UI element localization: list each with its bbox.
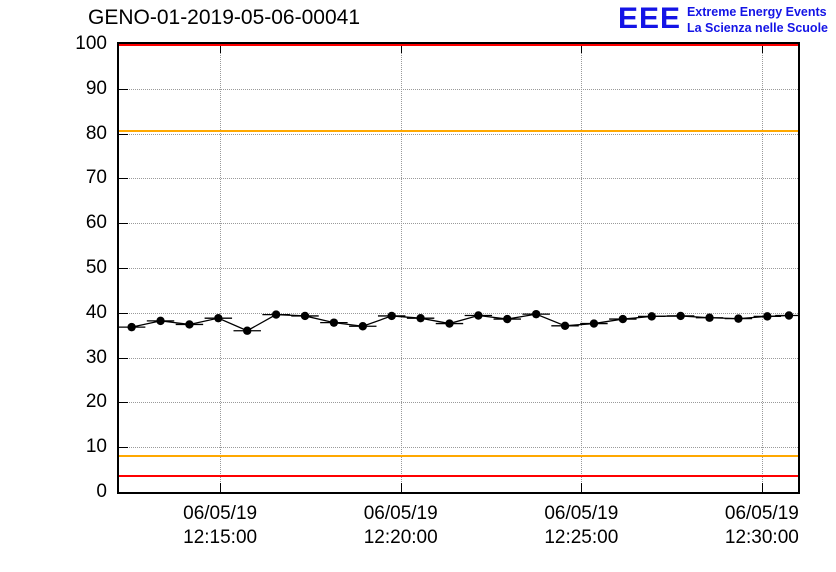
y-axis-tick xyxy=(119,357,128,359)
x-axis-tick-label-date: 06/05/19 xyxy=(724,503,799,524)
gridline-horizontal xyxy=(119,312,798,315)
data-point xyxy=(676,311,685,321)
page-title: GENO-01-2019-05-06-00041 xyxy=(88,6,360,29)
gridline-horizontal xyxy=(119,133,798,136)
x-axis-tick-top xyxy=(761,44,763,53)
data-point xyxy=(358,322,367,331)
gridline-horizontal xyxy=(119,178,798,180)
plot-area xyxy=(119,44,798,492)
y-axis-tick-label: 70 xyxy=(85,167,107,189)
data-point xyxy=(784,311,794,320)
data-point xyxy=(474,311,483,320)
x-axis-tick xyxy=(581,483,583,492)
data-point xyxy=(618,314,628,324)
x-axis-tick-top xyxy=(220,44,222,53)
y-axis-tick-label: 90 xyxy=(85,77,107,99)
data-point xyxy=(185,320,194,329)
x-axis-tick-label-date: 06/05/19 xyxy=(544,503,619,524)
gridline-vertical xyxy=(400,44,403,492)
plot-frame xyxy=(117,42,800,494)
eee-logo: EEE Extreme Energy Events La Scienza nel… xyxy=(618,4,828,36)
gridline-vertical xyxy=(220,44,222,492)
x-axis-tick-top xyxy=(400,44,402,53)
data-point xyxy=(156,316,165,326)
data-point xyxy=(560,321,570,330)
y-axis-tick-label: 30 xyxy=(85,346,107,368)
upper-orange-limit xyxy=(119,130,798,133)
y-axis-tick-label: 10 xyxy=(85,436,107,458)
data-point xyxy=(647,312,656,321)
y-axis-tick-label: 20 xyxy=(85,391,107,413)
gridline-horizontal xyxy=(119,88,798,91)
data-point xyxy=(589,319,599,328)
data-point xyxy=(503,314,512,324)
data-point xyxy=(531,309,541,319)
x-axis-tick xyxy=(220,483,222,492)
x-axis-tick-label-time: 12:30:00 xyxy=(724,527,799,548)
x-axis-tick-label-date: 06/05/19 xyxy=(363,503,438,524)
y-axis-tick-label: 80 xyxy=(85,122,107,144)
data-point xyxy=(300,311,310,321)
data-point xyxy=(705,313,714,322)
data-point xyxy=(416,313,425,323)
y-axis-tick xyxy=(119,88,128,90)
x-axis-tick-label-time: 12:20:00 xyxy=(363,527,438,548)
y-axis-tick-label: 60 xyxy=(85,212,107,234)
data-point xyxy=(734,314,743,323)
y-axis-tick-label: 100 xyxy=(75,33,107,54)
gridline-horizontal xyxy=(119,268,798,270)
y-axis-tick xyxy=(119,447,128,449)
x-axis-tick-label-date: 06/05/19 xyxy=(183,503,258,524)
y-axis-tick xyxy=(119,178,128,180)
y-axis-tick xyxy=(119,133,128,135)
gridline-vertical xyxy=(581,44,583,492)
gridline-horizontal xyxy=(119,357,798,360)
lower-red-limit xyxy=(119,475,798,478)
gridline-vertical xyxy=(761,44,764,492)
data-point xyxy=(387,311,396,321)
gridline-horizontal xyxy=(119,402,798,404)
eee-logo-line2: La Scienza nelle Scuole xyxy=(686,21,828,35)
x-axis-tick-label: 06/05/19 12:20:00 xyxy=(364,502,438,550)
eee-logo-mark: EEE xyxy=(617,2,681,35)
x-axis-tick-label-time: 12:15:00 xyxy=(183,527,258,548)
x-axis-tick-label: 06/05/19 12:30:00 xyxy=(725,502,799,550)
y-axis-tick-label: 40 xyxy=(85,301,107,323)
upper-red-limit xyxy=(119,44,798,46)
x-axis-tick-label: 06/05/19 12:25:00 xyxy=(544,502,618,550)
eee-logo-line1: Extreme Energy Events xyxy=(686,5,827,19)
data-point xyxy=(271,310,281,319)
gridline-horizontal xyxy=(119,447,798,449)
y-axis-tick-label: 0 xyxy=(96,481,107,502)
y-axis-tick xyxy=(119,312,128,314)
data-point xyxy=(214,313,223,323)
data-point xyxy=(445,319,454,328)
data-point xyxy=(329,318,339,327)
y-axis-tick-label: 50 xyxy=(85,257,107,278)
data-point xyxy=(127,322,136,332)
x-axis-tick-top xyxy=(581,44,583,53)
lower-orange-limit xyxy=(119,455,798,458)
gridline-horizontal xyxy=(119,223,798,225)
x-axis-tick xyxy=(400,483,402,492)
data-series xyxy=(119,309,798,335)
x-axis-tick-label: 06/05/19 12:15:00 xyxy=(183,502,257,550)
data-point xyxy=(763,312,772,321)
data-point xyxy=(243,326,252,335)
x-axis-tick-label-time: 12:25:00 xyxy=(544,527,619,548)
y-axis-tick xyxy=(119,223,128,225)
x-axis-tick xyxy=(761,483,763,492)
y-axis-tick xyxy=(119,268,128,269)
y-axis-tick xyxy=(119,402,128,404)
